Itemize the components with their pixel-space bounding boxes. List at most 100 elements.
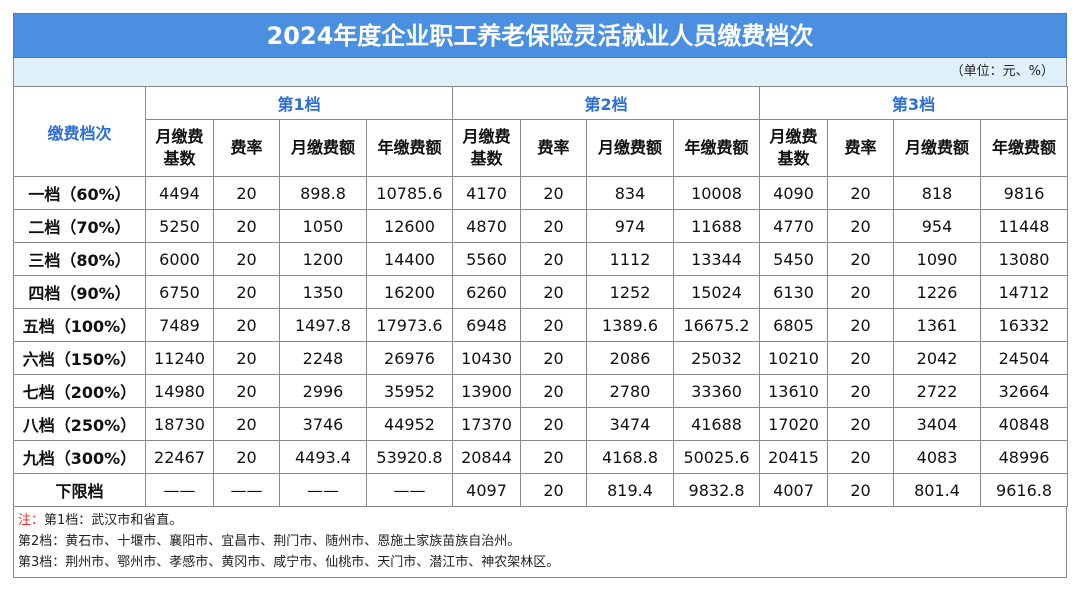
table-row: 九档（300%） 22467 20 4493.4 53920.8 20844 20 4168.… <box>13 440 1069 474</box>
value-cell: 48996 <box>980 440 1069 474</box>
value-cell: 6805 <box>759 308 829 342</box>
value-cell: 6948 <box>452 308 522 342</box>
value-cell: 819.4 <box>586 473 675 507</box>
level-cell: 三档（80%） <box>13 242 146 276</box>
level-cell: 下限档 <box>13 473 146 507</box>
column-header: 年缴费额 <box>980 119 1069 177</box>
value-cell: 4168.8 <box>586 440 675 474</box>
value-cell: 20 <box>213 407 280 441</box>
value-cell: 801.4 <box>893 473 982 507</box>
value-cell: 32664 <box>980 374 1069 408</box>
value-cell: 20 <box>213 341 280 375</box>
value-cell: 6130 <box>759 275 829 309</box>
value-cell: 25032 <box>673 341 761 375</box>
value-cell: 15024 <box>673 275 761 309</box>
value-cell: 40848 <box>980 407 1069 441</box>
value-cell: 20 <box>827 242 895 276</box>
value-cell: 10210 <box>759 341 829 375</box>
value-cell: 20 <box>827 275 895 309</box>
value-cell: 9816 <box>980 176 1069 210</box>
value-cell: 954 <box>893 209 982 243</box>
level-cell: 七档（200%） <box>13 374 146 408</box>
value-cell: 1200 <box>279 242 367 276</box>
value-cell: 20 <box>520 374 588 408</box>
note-line: 第3档：荆州市、鄂州市、孝感市、黄冈市、咸宁市、仙桃市、天门市、潜江市、神农架林… <box>18 555 560 570</box>
value-cell: 10008 <box>673 176 761 210</box>
value-cell: 35952 <box>365 374 454 408</box>
column-header-row: 月缴费 基数 费率 月缴费额 年缴费额 月缴费 基数 费率 月缴费额 年缴费额 月缴费 基数 费率 月缴费… <box>14 119 1069 177</box>
value-cell: 24504 <box>980 341 1069 375</box>
value-cell: 11688 <box>673 209 761 243</box>
column-header: 月缴费 基数 <box>759 119 829 177</box>
table-row: 下限档 —— —— —— —— 4097 20 819.4 9832.8 4007 20 801.4 9… <box>13 473 1069 507</box>
value-cell: 26976 <box>365 341 454 375</box>
note-label: 注： <box>18 513 45 528</box>
value-cell: 4090 <box>759 176 829 210</box>
value-cell: 18730 <box>145 407 214 441</box>
value-cell: 13080 <box>980 242 1069 276</box>
value-cell: 20 <box>827 473 895 507</box>
value-cell: 53920.8 <box>365 440 454 474</box>
value-cell: 17973.6 <box>365 308 454 342</box>
value-cell: 3404 <box>893 407 982 441</box>
note-line: 第2档：黄石市、十堰市、襄阳市、宜昌市、荆门市、随州市、恩施土家族苗族自治州。 <box>18 534 521 549</box>
level-cell: 六档（150%） <box>13 341 146 375</box>
column-header: 费率 <box>213 119 280 177</box>
value-cell: 1226 <box>893 275 982 309</box>
value-cell: 20 <box>213 440 280 474</box>
value-cell: 1252 <box>586 275 675 309</box>
value-cell: 20 <box>827 176 895 210</box>
value-cell: 20 <box>827 374 895 408</box>
value-cell: 818 <box>893 176 982 210</box>
table-row: 二档（70%） 5250 20 1050 12600 4870 20 974 11688 4770… <box>13 209 1069 243</box>
group-header: 第2档 <box>452 86 761 120</box>
column-header: 费率 <box>520 119 588 177</box>
value-cell: 898.8 <box>279 176 367 210</box>
value-cell: 20 <box>520 275 588 309</box>
value-cell: 10785.6 <box>365 176 454 210</box>
value-cell: 6750 <box>145 275 214 309</box>
value-cell: 41688 <box>673 407 761 441</box>
table-row: 四档（90%） 6750 20 1350 16200 6260 20 1252 15024 613… <box>13 275 1069 309</box>
value-cell: 20 <box>827 407 895 441</box>
value-cell: 4097 <box>452 473 522 507</box>
value-cell: —— <box>145 473 214 507</box>
value-cell: 14400 <box>365 242 454 276</box>
value-cell: 1090 <box>893 242 982 276</box>
table-row: 七档（200%） 14980 20 2996 35952 13900 20 2780 33360… <box>13 374 1069 408</box>
column-header: 月缴费 基数 <box>145 119 214 177</box>
value-cell: 20 <box>827 308 895 342</box>
value-cell: 834 <box>586 176 675 210</box>
value-cell: 6000 <box>145 242 214 276</box>
value-cell: 1389.6 <box>586 308 675 342</box>
value-cell: 2248 <box>279 341 367 375</box>
value-cell: 20 <box>520 407 588 441</box>
value-cell: 13610 <box>759 374 829 408</box>
column-header: 年缴费额 <box>365 119 454 177</box>
value-cell: —— <box>213 473 280 507</box>
value-cell: 20 <box>520 176 588 210</box>
value-cell: 4083 <box>893 440 982 474</box>
contribution-table: 缴费档次 第1档 第2档 第3档 月缴费 基数 费率 月缴费额 年缴费额 月缴费 基数 费率月… <box>13 86 1069 507</box>
document-page: 2024年度企业职工养老保险灵活就业人员缴费档次 （单位：元、%） 缴费档次 第… <box>13 13 1069 578</box>
column-header: 月缴费额 <box>893 119 982 177</box>
level-cell: 五档（100%） <box>13 308 146 342</box>
value-cell: 9616.8 <box>980 473 1069 507</box>
page-title: 2024年度企业职工养老保险灵活就业人员缴费档次 <box>13 13 1067 58</box>
table-row: 五档（100%） 7489 20 1497.8 17973.6 6948 20 1389.6 1… <box>13 308 1069 342</box>
column-header: 月缴费额 <box>586 119 675 177</box>
value-cell: 20 <box>213 275 280 309</box>
value-cell: 2042 <box>893 341 982 375</box>
table-row: 三档（80%） 6000 20 1200 14400 5560 20 1112 13344 545… <box>13 242 1069 276</box>
column-header: 年缴费额 <box>673 119 761 177</box>
value-cell: 12600 <box>365 209 454 243</box>
value-cell: 4493.4 <box>279 440 367 474</box>
column-header: 月缴费 基数 <box>452 119 522 177</box>
value-cell: 20 <box>213 308 280 342</box>
value-cell: 17020 <box>759 407 829 441</box>
column-header: 费率 <box>827 119 895 177</box>
level-cell: 四档（90%） <box>13 275 146 309</box>
value-cell: 20 <box>827 440 895 474</box>
value-cell: —— <box>279 473 367 507</box>
value-cell: 16675.2 <box>673 308 761 342</box>
